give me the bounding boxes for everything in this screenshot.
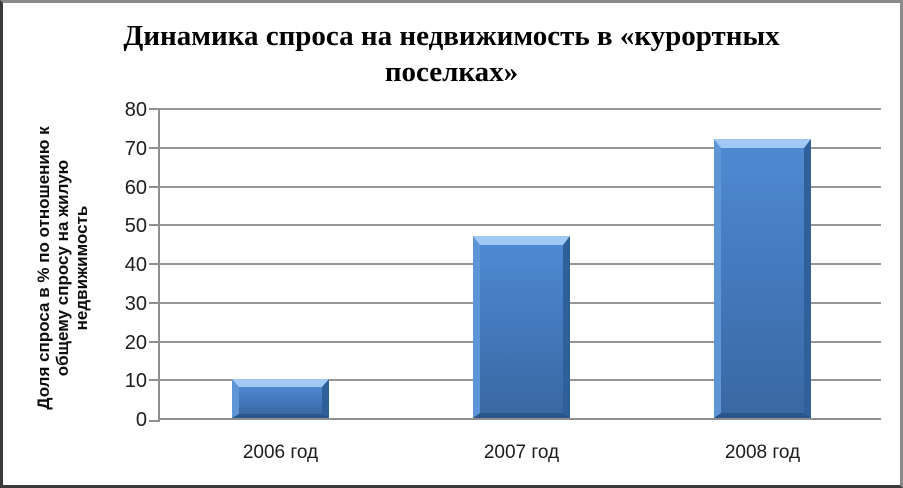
gridline-50 xyxy=(160,224,881,227)
y-tick-label-30: 30 xyxy=(124,292,147,315)
y-tick-mark-0 xyxy=(149,420,160,422)
y-tick-mark-80 xyxy=(149,108,160,110)
bar-2008-год xyxy=(714,139,811,418)
gridline-60 xyxy=(160,185,881,188)
y-tick-label-0: 0 xyxy=(135,409,147,431)
y-tick-label-70: 70 xyxy=(124,137,147,160)
y-tick-mark-60 xyxy=(149,185,160,188)
y-tick-mark-10 xyxy=(149,379,160,382)
y-tick-mark-70 xyxy=(149,146,160,149)
y-tick-label-40: 40 xyxy=(124,254,147,276)
y-tick-label-50: 50 xyxy=(124,215,147,238)
y-tick-label-10: 10 xyxy=(124,370,147,393)
y-tick-mark-20 xyxy=(149,340,160,343)
chart-title: Динамика спроса на недвижимость в «курор… xyxy=(3,18,900,90)
gridline-70 xyxy=(160,146,881,149)
y-tick-mark-30 xyxy=(149,301,160,304)
bar-2007-год xyxy=(473,236,570,418)
y-tick-label-80: 80 xyxy=(124,99,147,121)
x-tick-label-2007: 2007 год xyxy=(483,442,560,463)
chart-title-line2: поселках» xyxy=(384,56,519,88)
y-tick-label-60: 60 xyxy=(124,176,147,199)
y-tick-mark-40 xyxy=(149,263,160,265)
gridline-80 xyxy=(160,108,881,110)
x-tick-label-2008: 2008 год xyxy=(724,442,801,463)
y-tick-mark-50 xyxy=(149,224,160,227)
x-tick-label-2006: 2006 год xyxy=(242,442,319,463)
bar-2006-год xyxy=(232,379,329,418)
chart-title-line1: Динамика спроса на недвижимость в «курор… xyxy=(123,20,780,52)
y-tick-label-20: 20 xyxy=(124,331,147,354)
plot-area xyxy=(149,108,881,422)
